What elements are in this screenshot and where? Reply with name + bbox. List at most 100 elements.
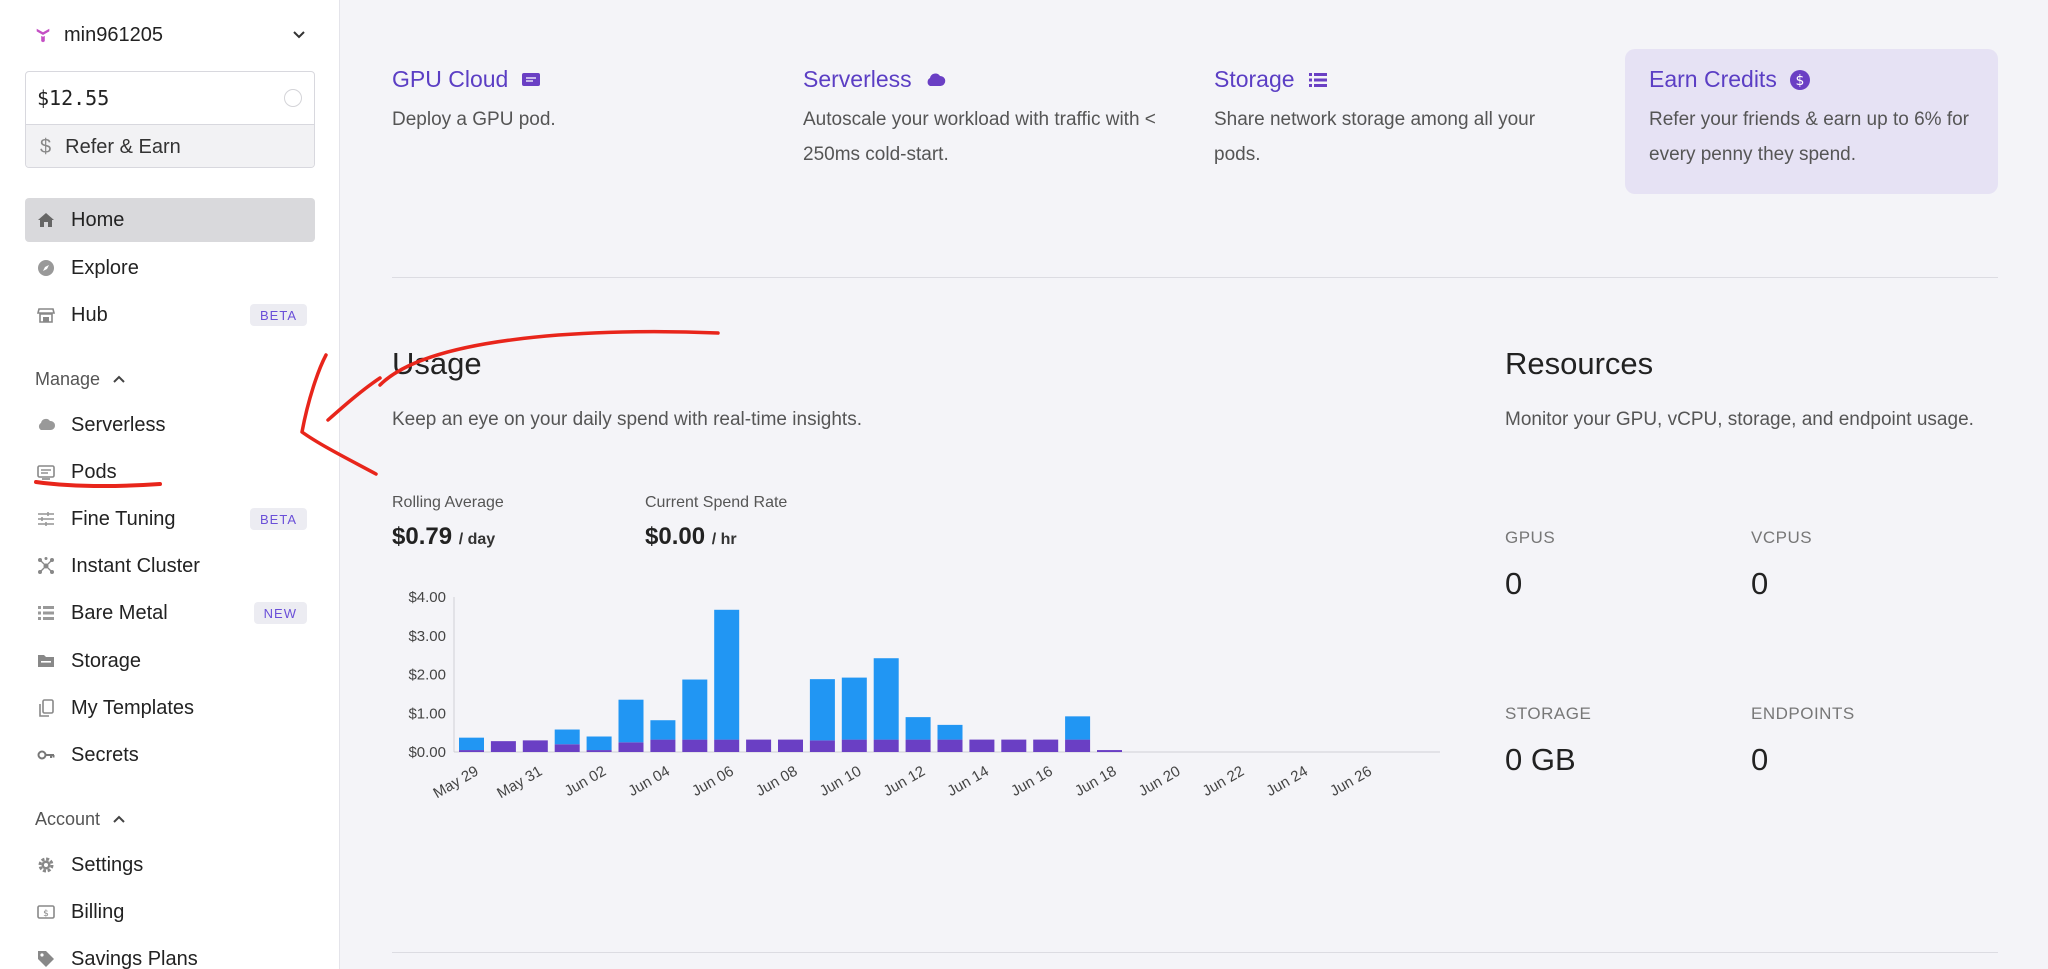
dollar-circle-icon: $ bbox=[1789, 69, 1810, 90]
beta-badge: BETA bbox=[250, 304, 307, 326]
rolling-average-amount: $0.79 bbox=[392, 523, 453, 550]
y-tick-label: $1.00 bbox=[408, 705, 446, 722]
sidebar-item-label: My Templates bbox=[71, 696, 195, 719]
gpu-cloud-card[interactable]: GPU Cloud Deploy a GPU pod. bbox=[392, 66, 752, 137]
sidebar-item-explore[interactable]: Explore bbox=[25, 246, 315, 290]
vcpus-label: VCPUS bbox=[1751, 528, 1813, 547]
gpu-cloud-title: GPU Cloud bbox=[392, 66, 509, 92]
account-section-toggle[interactable]: Account bbox=[35, 809, 128, 830]
sidebar-item-fine-tuning[interactable]: Fine Tuning BETA bbox=[25, 497, 315, 541]
bar-segment-base bbox=[618, 742, 644, 752]
earn-credits-card[interactable]: Earn Credits $ Refer your friends & earn… bbox=[1625, 49, 1998, 194]
bar-segment-top bbox=[905, 717, 931, 740]
radio-icon[interactable] bbox=[284, 89, 302, 107]
serverless-title: Serverless bbox=[803, 66, 912, 92]
bar-segment-base bbox=[873, 739, 899, 752]
sidebar-item-home[interactable]: Home bbox=[25, 198, 315, 242]
x-tick-label: Jun 04 bbox=[625, 763, 673, 800]
usage-subtitle: Keep an eye on your daily spend with rea… bbox=[392, 409, 862, 430]
chevron-down-icon[interactable] bbox=[288, 24, 310, 46]
sidebar-item-settings[interactable]: Settings bbox=[25, 843, 315, 887]
sidebar-item-bare-metal[interactable]: Bare Metal NEW bbox=[25, 591, 315, 635]
bar-segment-base bbox=[778, 739, 803, 752]
usage-bar-chart: $0.00 $1.00 $2.00 $3.00 $4.00 May 29 May 31 Jun… bbox=[408, 589, 1440, 802]
bar-segment-base bbox=[905, 739, 931, 752]
bar-segment-top bbox=[459, 737, 484, 751]
refer-earn-label: Refer & Earn bbox=[65, 135, 181, 158]
bar-segment-base bbox=[1097, 750, 1122, 752]
storage-resource-value: 0 GB bbox=[1505, 742, 1576, 777]
storage-description: Share network storage among all your pod… bbox=[1214, 109, 1536, 165]
bar-segment-top bbox=[809, 679, 835, 741]
vcpus-value: 0 bbox=[1751, 566, 1769, 601]
account-name: min961205 bbox=[64, 23, 163, 46]
bar-segment-top bbox=[682, 679, 708, 740]
y-tick-label: $3.00 bbox=[408, 628, 446, 645]
bar-segment-top bbox=[873, 658, 899, 740]
sidebar-item-label: Home bbox=[71, 208, 125, 231]
bar-segment-base bbox=[1001, 739, 1027, 752]
x-tick-label: Jun 06 bbox=[689, 763, 737, 800]
dollar-icon: $ bbox=[40, 135, 52, 158]
sidebar-item-hub[interactable]: Hub BETA bbox=[25, 293, 315, 337]
usage-title: Usage bbox=[392, 346, 482, 381]
current-spend-rate-amount: $0.00 bbox=[645, 523, 706, 550]
sidebar-item-my-templates[interactable]: My Templates bbox=[25, 686, 315, 730]
earn-credits-title: Earn Credits bbox=[1649, 66, 1777, 92]
sidebar-item-label: Settings bbox=[71, 853, 144, 876]
folder-icon bbox=[35, 650, 57, 672]
sidebar-item-label: Billing bbox=[71, 900, 125, 923]
sidebar-item-instant-cluster[interactable]: Instant Cluster bbox=[25, 544, 315, 588]
sidebar-item-label: Savings Plans bbox=[71, 947, 198, 969]
bar-segment-base bbox=[522, 740, 548, 752]
storage-card[interactable]: Storage Share network storage among all … bbox=[1214, 66, 1574, 172]
y-tick-label: $4.00 bbox=[408, 589, 446, 606]
sidebar-item-storage[interactable]: Storage bbox=[25, 639, 315, 683]
x-tick-label: Jun 18 bbox=[1072, 763, 1120, 800]
x-tick-label: Jun 16 bbox=[1008, 763, 1056, 800]
sidebar-item-billing[interactable]: $ Billing bbox=[25, 890, 315, 934]
sidebar-item-pods[interactable]: Pods bbox=[25, 450, 315, 494]
compass-icon bbox=[35, 257, 57, 279]
x-tick-label: Jun 08 bbox=[753, 763, 801, 800]
beta-badge: BETA bbox=[250, 508, 307, 530]
rolling-average-label: Rolling Average bbox=[392, 494, 504, 511]
chevron-up-icon bbox=[113, 375, 125, 383]
account-switcher[interactable]: min961205 bbox=[34, 20, 310, 50]
billing-icon: $ bbox=[35, 901, 57, 923]
manage-section-toggle[interactable]: Manage bbox=[35, 369, 128, 390]
sidebar-item-serverless[interactable]: Serverless bbox=[25, 403, 315, 447]
x-tick-label: Jun 12 bbox=[881, 763, 929, 800]
bar-segment-top bbox=[841, 677, 867, 740]
gpus-label: GPUS bbox=[1505, 528, 1556, 547]
current-spend-rate-value: $0.00 / hr bbox=[645, 523, 737, 551]
resources-title: Resources bbox=[1505, 346, 1654, 381]
resources-subtitle: Monitor your GPU, vCPU, storage, and end… bbox=[1505, 409, 1974, 430]
sidebar-item-label: Instant Cluster bbox=[71, 554, 200, 577]
sidebar-item-savings-plans[interactable]: Savings Plans bbox=[25, 937, 315, 969]
x-tick-label: May 31 bbox=[494, 763, 545, 802]
home-icon bbox=[35, 209, 57, 231]
new-badge: NEW bbox=[253, 602, 307, 624]
bar-segment-base bbox=[1033, 739, 1059, 752]
manage-section-label: Manage bbox=[35, 369, 101, 389]
x-tick-label: Jun 24 bbox=[1263, 763, 1311, 800]
x-tick-label: Jun 22 bbox=[1200, 763, 1248, 800]
endpoints-label: ENDPOINTS bbox=[1751, 704, 1855, 723]
sidebar-item-label: Hub bbox=[71, 303, 108, 326]
rolling-average-unit: / day bbox=[458, 531, 496, 548]
x-tick-label: Jun 14 bbox=[944, 763, 992, 800]
bar-segment-top bbox=[554, 729, 580, 745]
y-tick-label: $0.00 bbox=[408, 744, 446, 761]
key-icon bbox=[35, 744, 57, 766]
bar-segment-top bbox=[1065, 716, 1091, 740]
bar-segment-base bbox=[586, 750, 612, 752]
refer-earn-button[interactable]: $ Refer & Earn bbox=[26, 124, 314, 167]
sidebar-item-secrets[interactable]: Secrets bbox=[25, 733, 315, 777]
serverless-card[interactable]: Serverless Autoscale your workload with … bbox=[803, 66, 1163, 172]
x-tick-label: Jun 26 bbox=[1327, 763, 1375, 800]
x-tick-label: Jun 02 bbox=[562, 763, 610, 800]
x-tick-label: May 29 bbox=[430, 763, 481, 802]
bar-segment-top bbox=[618, 699, 644, 743]
tag-icon bbox=[35, 948, 57, 969]
